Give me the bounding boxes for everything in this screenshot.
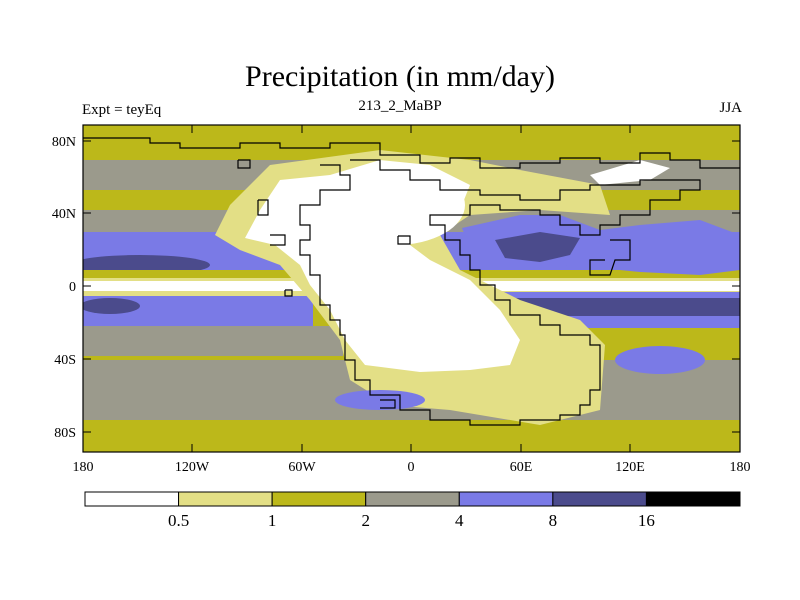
y-tick-label: 0 [69,280,76,295]
field-pangaea-white [245,160,520,372]
x-tick-label: 120W [175,460,210,475]
y-tick-label: 40N [52,207,76,222]
coastline-pangaea-outline [299,159,701,426]
coastline-west-islands [257,199,269,216]
colorbar-label: 4 [455,511,464,530]
field-sh-gray-west [83,326,343,356]
colorbar-swatch [178,491,273,507]
colorbar-swatch [645,491,741,507]
colorbar-swatch [84,491,180,507]
colorbar-swatch [552,491,647,507]
coastline [83,137,740,426]
coastline-equator-islet [284,289,293,297]
field-nh-darkblue-west [83,255,210,275]
colorbar-label: 2 [361,511,370,530]
y-axis-ticks [83,140,740,433]
run-label: 213_2_MaBP [358,98,442,114]
y-tick-label: 80S [54,426,76,441]
x-tick-label: 0 [408,460,415,475]
colorbar-swatch [365,491,460,507]
x-axis-ticks [82,125,741,452]
coastline-arctic-shelf [83,137,740,169]
field-north-white-patch [590,160,670,185]
field-nh-dry-lobe [325,165,465,245]
colorbar-label: 16 [638,511,655,530]
experiment-label: Expt = teyEq [82,102,162,118]
coastline-south-inlet [380,399,396,409]
map-title: Precipitation (in mm/day) [245,60,555,93]
field-sh-blue-blob [615,346,705,374]
colorbar-label: 1 [268,511,277,530]
x-tick-label: 180 [73,460,94,475]
x-tick-label: 60E [510,460,533,475]
colorbar-label: 8 [549,511,558,530]
x-tick-label: 60W [288,460,316,475]
coastline-mid-islands [397,235,411,245]
field-east-continent-darkblue [495,232,580,262]
field-sh-darkblue-west [83,298,140,314]
coastline-north-island [237,159,251,169]
coastline-east-peninsula [589,239,631,276]
colorbar: 0.5 1 2 4 8 16 [84,491,741,530]
coastline-isthmus [270,234,286,246]
x-tick-label: 120E [615,460,645,475]
season-label: JJA [719,100,742,116]
colorbar-swatch [271,491,367,507]
x-tick-label: 180 [730,460,751,475]
field-sh-darkblue-east [500,298,740,316]
y-tick-label: 80N [52,135,76,150]
colorbar-label: 0.5 [168,511,189,530]
colorbar-swatch [458,491,554,507]
y-tick-label: 40S [54,353,76,368]
